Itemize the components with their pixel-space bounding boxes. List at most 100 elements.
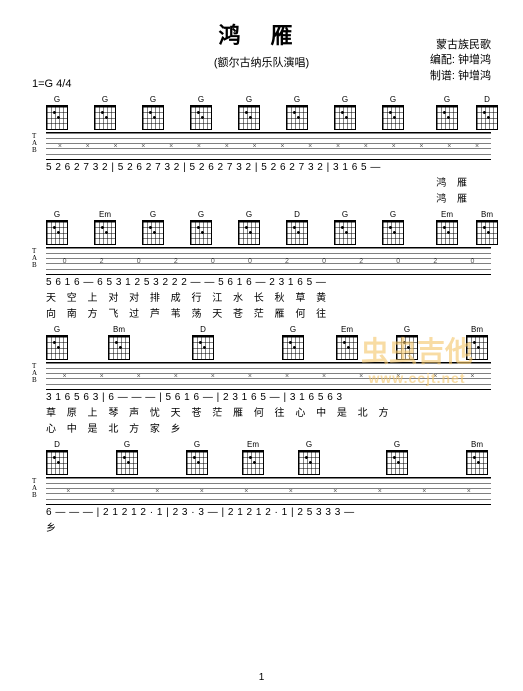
chord-name: G [342,96,348,104]
tab-mark: 2 [359,258,363,265]
tab-mark: × [200,488,204,495]
chord-name: G [342,211,348,219]
chord-name: Bm [481,211,493,219]
chord-diagram: Em [436,211,458,245]
tab-mark: 2 [433,258,437,265]
tab-mark: × [174,373,178,380]
tab-mark: 0 [470,258,474,265]
tab-mark: × [86,143,90,150]
chord-name: G [246,211,252,219]
tab-staff: TAB×××××××××× [46,477,491,505]
tab-mark: × [62,373,66,380]
chord-name: G [404,326,410,334]
chord-name: Em [247,441,259,449]
chord-name: G [150,211,156,219]
tab-mark: 0 [248,258,252,265]
chord-name: G [102,96,108,104]
chord-diagram: Bm [476,211,498,245]
chord-name: G [198,96,204,104]
tab-mark: × [225,143,229,150]
chord-diagram: G [238,211,260,245]
chord-diagram: Bm [466,441,488,475]
tab-mark: × [396,373,400,380]
chord-grid [382,220,404,245]
jianpu-notation: 5 6 1 6 — 6 5 3 1 2 5 3 2 2 2 — — 5 6 1 … [46,277,491,288]
chord-grid [396,335,418,360]
key-signature: 1=G 4/4 [32,78,491,90]
chord-name: D [484,96,490,104]
staff-system: DGGEmGGBmTAB××××××××××6 — — — | 2 1 2 1 … [32,441,491,534]
staff-system: GGGGGGGGGDTAB××××××××××××××××5 2 6 2 7 3… [32,96,491,205]
chord-name: G [390,96,396,104]
tab-mark: × [285,373,289,380]
lyrics-line: 乡 [46,519,491,534]
chord-name: Bm [113,326,125,334]
tab-label: TAB [32,248,37,269]
chord-grid [286,220,308,245]
chord-diagram: G [436,96,458,130]
chord-diagram: G [190,96,212,130]
staff-system: GEmGGGDGGEmBmTAB0202002020205 6 1 6 — 6 … [32,211,491,320]
chord-name: G [246,96,252,104]
tab-mark: × [467,488,471,495]
subtitle: (额尔古纳乐队演唱) [32,54,491,70]
chord-grid [334,105,356,130]
chord-name: Bm [471,441,483,449]
chord-grid [466,450,488,475]
tab-mark: × [137,373,141,380]
tab-mark: × [433,373,437,380]
chord-row: GGGGGGGGGD [46,96,491,130]
tab-staff: TAB×××××××××××××××× [46,132,491,160]
chord-diagram: Bm [466,326,488,360]
chord-diagram: Em [94,211,116,245]
tab-label: TAB [32,478,37,499]
chord-grid [142,105,164,130]
tab-mark: × [378,488,382,495]
chord-name: G [54,96,60,104]
chord-diagram: G [46,326,68,360]
jianpu-notation: 5 2 6 2 7 3 2 | 5 2 6 2 7 3 2 | 5 2 6 2 … [46,162,491,173]
tab-mark: × [359,373,363,380]
chord-diagram: G [382,211,404,245]
chord-grid [336,335,358,360]
chord-grid [436,220,458,245]
tab-label: TAB [32,133,37,154]
tab-mark: 0 [137,258,141,265]
chord-diagram: G [238,96,260,130]
chord-grid [286,105,308,130]
chord-grid [334,220,356,245]
chord-grid [46,105,68,130]
chord-diagram: G [334,96,356,130]
chord-grid [386,450,408,475]
chord-diagram: G [190,211,212,245]
chord-grid [116,450,138,475]
tab-marks: ×××××××××× [46,478,491,504]
tab-mark: × [155,488,159,495]
tab-mark: × [336,143,340,150]
chord-diagram: G [94,96,116,130]
chord-grid [238,105,260,130]
chord-diagram: G [116,441,138,475]
chord-grid [282,335,304,360]
chord-name: G [444,96,450,104]
chord-grid [242,450,264,475]
tab-mark: × [392,143,396,150]
chord-diagram: G [142,211,164,245]
chord-diagram: Em [242,441,264,475]
chord-name: G [54,326,60,334]
lyrics-line: 鸿 雁 [32,174,471,189]
chord-diagram: G [396,326,418,360]
chord-row: GBmDGEmGBm [46,326,491,360]
chord-row: DGGEmGGBm [46,441,491,475]
tab-marks: ×××××××××××××××× [46,133,491,159]
lyrics-line: 天 空 上 对 对 排 成 行 江 水 长 秋 草 黄 [46,289,491,304]
tab-mark: × [100,373,104,380]
tab-mark: × [364,143,368,150]
staff-system: GBmDGEmGBmTAB××××××××××××3 1 6 5 6 3 | 6… [32,326,491,435]
tab-mark: 2 [100,258,104,265]
chord-grid [108,335,130,360]
tab-label: TAB [32,363,37,384]
chord-diagram: G [142,96,164,130]
chord-grid [46,450,68,475]
chord-grid [192,335,214,360]
